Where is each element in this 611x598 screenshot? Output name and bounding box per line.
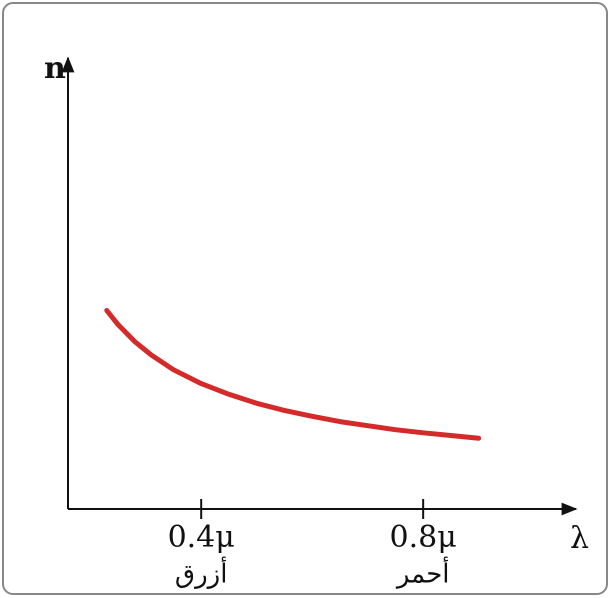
y-axis-label: n <box>44 51 66 86</box>
x-tick-label: 0.4μ <box>168 520 235 555</box>
curve <box>104 308 482 441</box>
x-tick-label: 0.8μ <box>390 520 457 555</box>
annotation: أحمر <box>395 556 450 590</box>
annotation: أزرق <box>175 556 228 590</box>
x-axis-label: λ <box>570 521 589 556</box>
